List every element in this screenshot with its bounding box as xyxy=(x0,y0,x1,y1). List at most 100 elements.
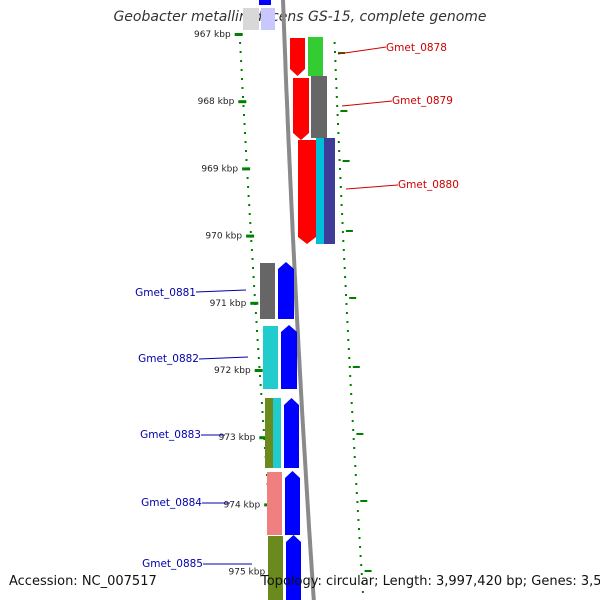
gc-skew-mark xyxy=(245,150,247,152)
gc-skew-mark xyxy=(254,312,257,314)
gc-skew-mark xyxy=(346,330,349,332)
kbp-tick xyxy=(250,301,259,305)
gc-skew-mark xyxy=(341,231,344,233)
gc-skew-mark xyxy=(248,204,251,206)
gc-skew-mark xyxy=(334,69,337,71)
gc-skew-mark xyxy=(344,285,347,287)
gc-skew-mark xyxy=(335,87,338,89)
kbp-tick-label: 970 kbp xyxy=(205,232,242,242)
gc-skew-mark xyxy=(356,501,359,503)
gc-skew-mark xyxy=(336,105,339,107)
gc-skew-mark xyxy=(253,285,256,287)
gc-skew-dash xyxy=(360,500,368,502)
gc-skew-mark xyxy=(248,213,251,215)
gc-skew-mark xyxy=(337,141,340,143)
gc-skew-mark xyxy=(342,240,345,242)
cds-partial-top xyxy=(259,0,271,5)
gene-leader-line xyxy=(198,356,249,360)
gc-skew-mark xyxy=(335,78,338,80)
gc-skew-mark xyxy=(340,195,343,197)
gc-skew-mark xyxy=(341,222,344,224)
gc-skew-dash xyxy=(349,297,357,299)
cds-reverse-gmet-0879 xyxy=(293,78,309,140)
gc-skew-mark xyxy=(360,573,363,575)
backbone-line xyxy=(281,0,316,600)
gc-skew-mark xyxy=(337,123,339,125)
gc-skew-mark xyxy=(350,393,353,395)
gc-skew-mark xyxy=(341,213,344,215)
gc-skew-mark xyxy=(260,402,263,404)
gc-skew-mark xyxy=(257,348,260,350)
cog-block-gmet-0880-b xyxy=(324,138,335,244)
kbp-tick-label: 969 kbp xyxy=(201,164,238,174)
kbp-tick xyxy=(234,33,243,36)
cog-block-gmet-0878 xyxy=(308,37,323,76)
gc-skew-mark xyxy=(345,303,348,305)
gc-skew-dash xyxy=(352,366,360,368)
gene-leader-line xyxy=(195,289,247,293)
gc-skew-mark xyxy=(256,330,258,332)
kbp-tick-label: 968 kbp xyxy=(198,97,235,107)
gc-skew-mark xyxy=(349,375,352,377)
cds-forward-gmet-0885 xyxy=(286,535,301,600)
gc-skew-mark xyxy=(355,492,358,494)
gc-skew-mark xyxy=(240,69,243,71)
gc-skew-mark xyxy=(252,267,254,269)
gene-label-gmet-0878: Gmet_0878 xyxy=(386,42,447,54)
genome-title: Geobacter metallireducens GS-15, complet… xyxy=(113,9,487,25)
gc-skew-mark xyxy=(246,177,249,179)
gc-skew-mark xyxy=(259,375,261,377)
cog-block-gmet-0880-a xyxy=(316,138,324,244)
cog-block-gmet-0881 xyxy=(260,263,275,319)
gc-skew-dash xyxy=(345,230,353,232)
gc-skew-mark xyxy=(245,159,248,161)
kbp-tick-label: 972 kbp xyxy=(214,366,251,376)
gc-skew-mark xyxy=(361,582,364,584)
gc-skew-mark xyxy=(259,384,262,386)
gc-skew-mark xyxy=(262,420,265,422)
kbp-tick xyxy=(259,436,268,440)
gc-skew-mark xyxy=(250,240,253,242)
gc-skew-mark xyxy=(260,393,263,395)
gc-skew-mark xyxy=(348,366,351,368)
gene-label-gmet-0880: Gmet_0880 xyxy=(398,179,459,191)
cds-forward-gmet-0883 xyxy=(284,398,299,468)
gc-skew-mark xyxy=(243,123,246,125)
gene-labels: Gmet_0878 Gmet_0879 Gmet_0880 Gmet_0881 Gmet… xyxy=(135,42,459,570)
gc-skew-mark xyxy=(348,357,351,359)
cog-block-gmet-0882 xyxy=(263,326,278,389)
kbp-tick-label: 974 kbp xyxy=(224,500,261,510)
gc-skew-mark xyxy=(343,258,346,260)
accession-label: Accession: NC_007517 xyxy=(9,574,157,589)
gc-skew-mark xyxy=(354,474,357,476)
cds-forward-gmet-0882 xyxy=(281,325,297,389)
gc-skew-mark xyxy=(240,60,243,62)
gc-skew-mark xyxy=(349,384,352,386)
gc-skew-mark xyxy=(359,555,362,557)
gc-skew-mark xyxy=(334,60,337,62)
topology-label: Topology: circular; Length: 3,997,420 bp… xyxy=(261,574,600,589)
kbp-tick xyxy=(242,167,251,171)
gc-skew-mark xyxy=(256,339,259,341)
gc-skew-mark xyxy=(353,456,356,458)
cog-partial-left xyxy=(243,8,259,30)
gc-skew-mark xyxy=(251,258,254,260)
gc-skew-mark xyxy=(241,78,243,80)
gc-skew-mark xyxy=(337,132,340,134)
cog-block-gmet-0883-b xyxy=(273,398,281,468)
kbp-tick xyxy=(254,369,263,372)
gene-leader-line xyxy=(345,184,399,190)
gc-skew-mark xyxy=(357,519,360,521)
gc-skew-dash xyxy=(342,160,350,162)
gc-skew-mark xyxy=(253,294,256,296)
kbp-tick-label: 971 kbp xyxy=(210,299,247,309)
gc-skew-mark xyxy=(354,465,357,467)
gc-skew-mark xyxy=(241,87,244,89)
gene-label-gmet-0883: Gmet_0883 xyxy=(140,429,201,441)
gene-label-gmet-0882: Gmet_0882 xyxy=(138,353,199,365)
gene-label-gmet-0885: Gmet_0885 xyxy=(142,558,203,570)
cds-reverse-gmet-0880 xyxy=(298,140,316,244)
gc-skew-mark xyxy=(345,294,347,296)
gc-skew-mark xyxy=(336,114,339,116)
